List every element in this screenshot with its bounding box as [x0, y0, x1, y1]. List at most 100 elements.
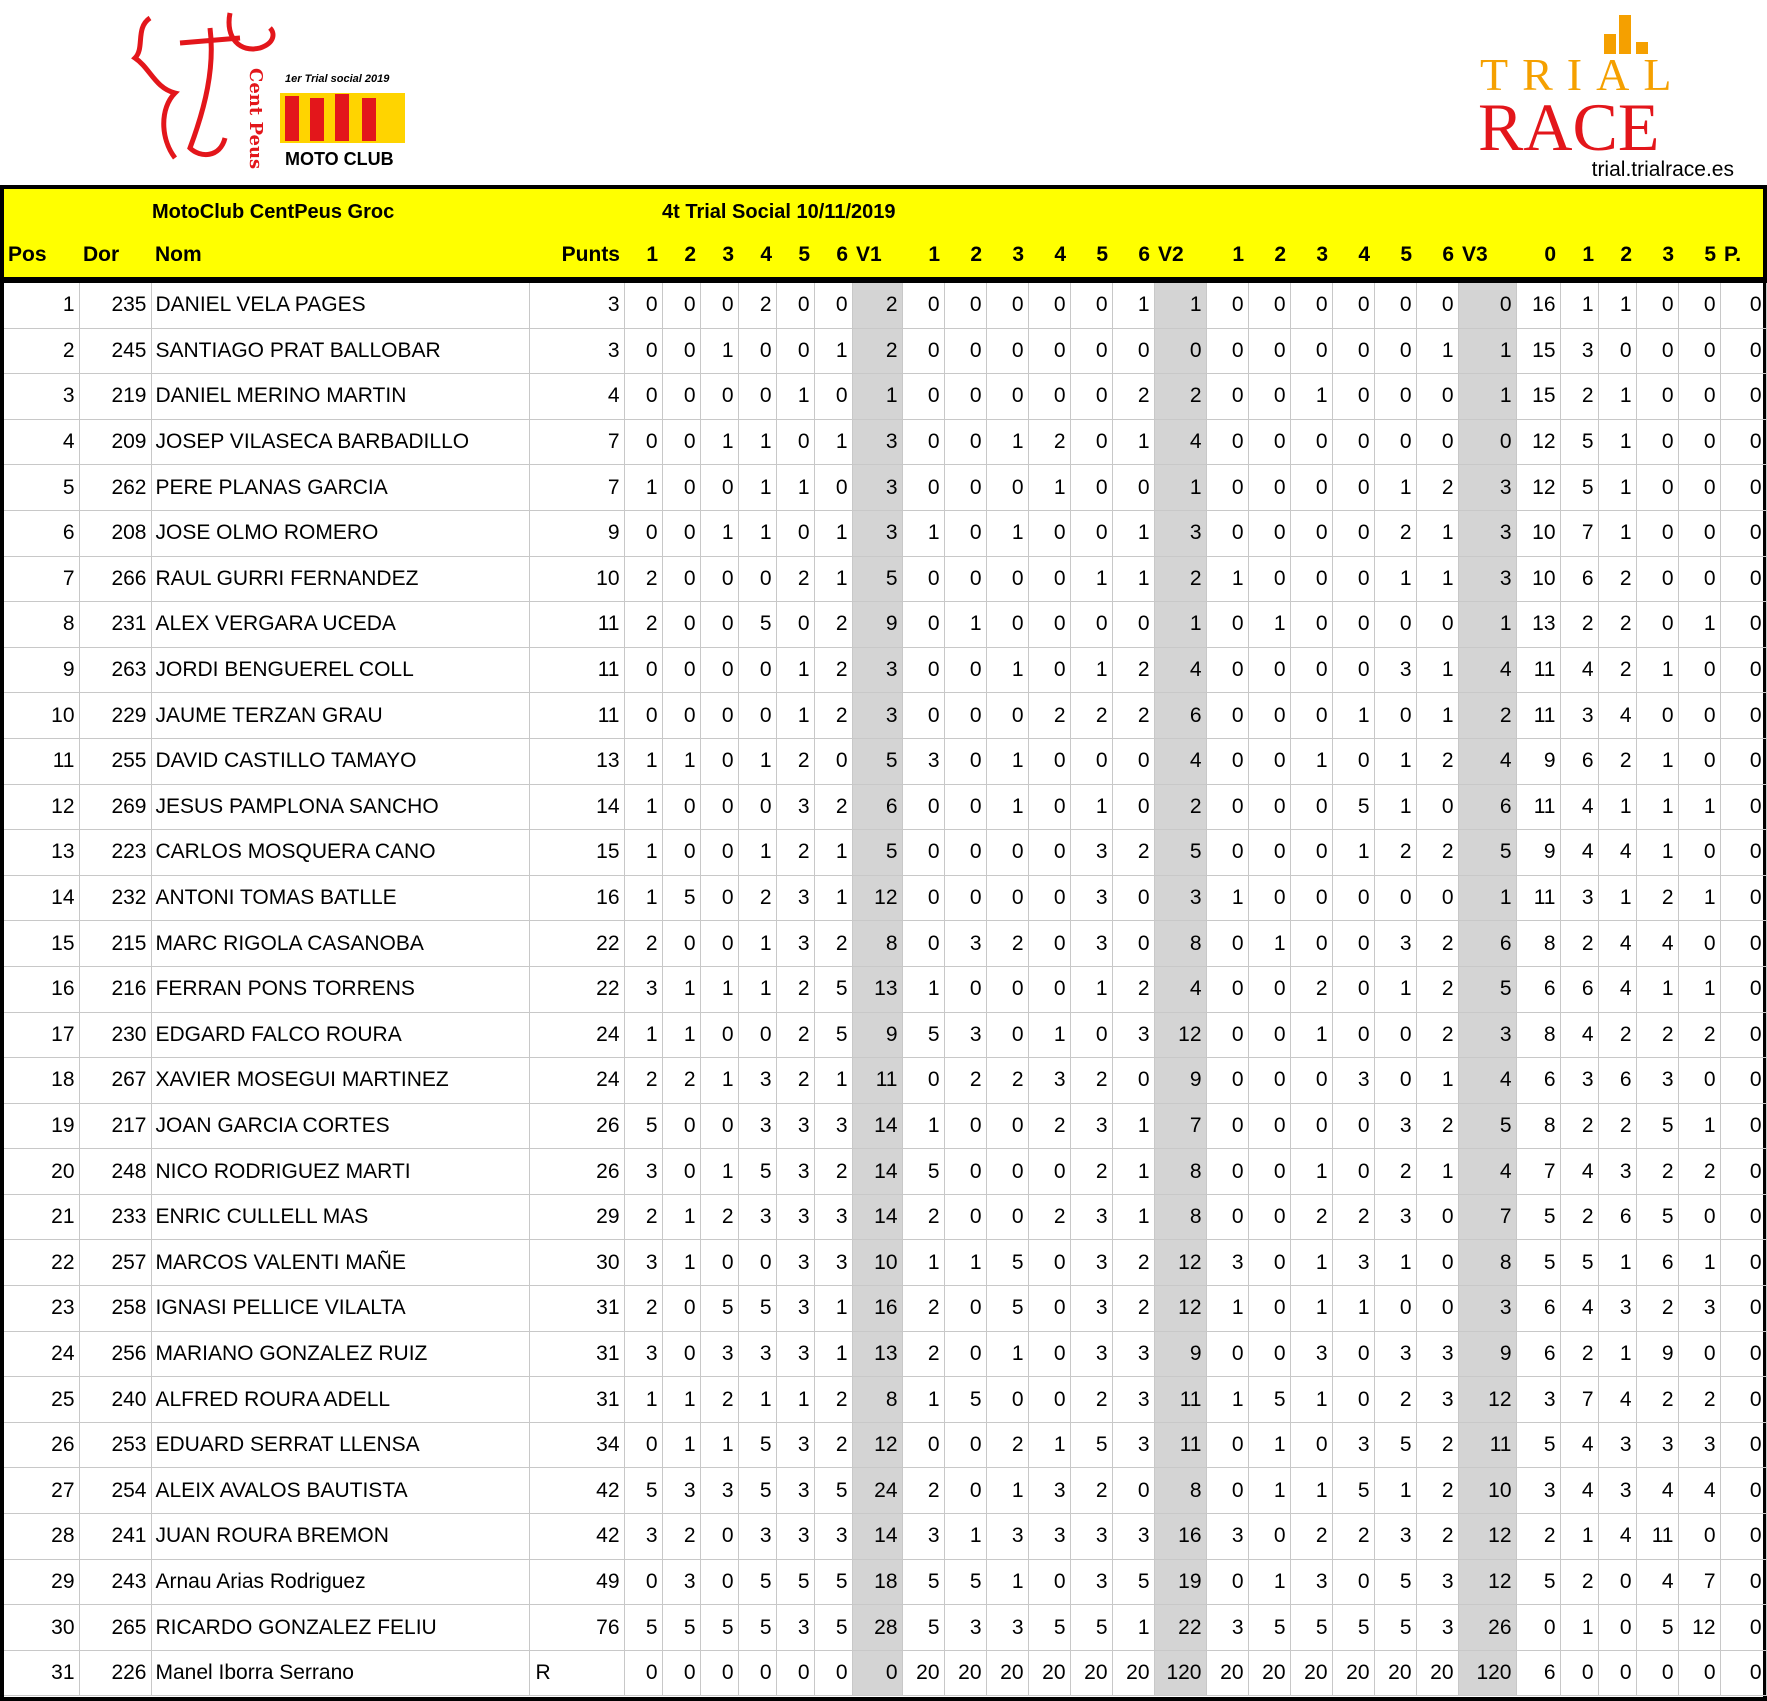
cell-s3-z4: 0 [1332, 920, 1375, 967]
cell-nom: DANIEL VELA PAGES [151, 283, 530, 329]
cell-s1-z5: 0 [776, 419, 815, 466]
header-s1-z5: 5 [798, 243, 810, 266]
cell-v2: 11 [1154, 1422, 1207, 1469]
cell-punts: R [529, 1650, 625, 1697]
cell-count-0: 11 [1516, 647, 1561, 694]
cell-s3-z5: 5 [1374, 1604, 1417, 1651]
cell-count-2: 1 [1598, 784, 1637, 831]
cell-nom: EDGARD FALCO ROURA [151, 1012, 530, 1059]
header-s2-z4: 4 [1054, 243, 1066, 266]
cell-s3-z1: 0 [1206, 1467, 1249, 1515]
cell-v3: 3 [1458, 1012, 1517, 1059]
cell-s3-z3: 2 [1290, 1194, 1333, 1241]
cell-dor: 209 [79, 419, 152, 466]
cell-s2-z2: 0 [944, 1467, 987, 1515]
cell-s3-z6: 2 [1416, 920, 1459, 967]
cell-s3-z4: 0 [1332, 283, 1375, 329]
trialrace-site-link[interactable]: trial.trialrace.es [1591, 158, 1734, 181]
cell-s2-z2: 0 [944, 283, 987, 329]
cell-dor: 243 [79, 1559, 152, 1606]
cell-v3: 120 [1458, 1650, 1517, 1697]
cell-count-2: 0 [1598, 1604, 1637, 1651]
cell-v1: 9 [852, 1012, 903, 1059]
cell-v2: 4 [1154, 738, 1207, 785]
cell-v1: 11 [852, 1057, 903, 1104]
cell-count-2: 1 [1598, 283, 1637, 329]
cell-penalty: 0 [1720, 1103, 1767, 1150]
cell-count-0: 5 [1516, 1239, 1561, 1287]
cell-punts: 26 [529, 1148, 625, 1195]
cell-count-3: 4 [1636, 1467, 1679, 1515]
cell-s2-z5: 3 [1070, 1285, 1113, 1332]
cell-s1-z3: 0 [700, 283, 739, 329]
cell-s3-z2: 20 [1248, 1650, 1291, 1697]
cell-s1-z5: 3 [776, 1467, 815, 1515]
cell-s2-z3: 1 [986, 510, 1029, 557]
cell-s2-z5: 2 [1070, 1148, 1113, 1195]
cell-s1-z3: 0 [700, 1650, 739, 1697]
cell-s1-z5: 0 [776, 328, 815, 375]
cell-s2-z1: 2 [902, 1194, 945, 1241]
column-headers: Pos Dor Nom Punts 1 2 3 4 5 6 V1 1 2 3 4 5 6 V2 1 2 3 4 5 6 V3 0 1… [4, 237, 1766, 273]
header-s3-z1: 1 [1232, 243, 1244, 266]
cell-penalty: 0 [1720, 1513, 1767, 1560]
cell-s3-z1: 1 [1206, 875, 1249, 922]
cell-count-1: 3 [1560, 875, 1599, 922]
cell-v2: 1 [1154, 601, 1207, 648]
cell-s1-z6: 1 [814, 1331, 853, 1378]
cell-s3-z4: 0 [1332, 510, 1375, 557]
cell-s3-z5: 1 [1374, 556, 1417, 603]
cell-s1-z2: 0 [662, 464, 701, 511]
cell-count-3: 0 [1636, 464, 1679, 511]
cell-count-5: 0 [1678, 1194, 1721, 1241]
cell-count-5: 0 [1678, 1650, 1721, 1697]
cell-s1-z3: 0 [700, 601, 739, 648]
cell-s1-z1: 5 [624, 1604, 663, 1651]
cell-count-5: 1 [1678, 966, 1721, 1013]
cell-count-2: 1 [1598, 1239, 1637, 1287]
cell-s1-z3: 0 [700, 556, 739, 603]
cell-count-1: 4 [1560, 1148, 1599, 1195]
cell-s3-z5: 2 [1374, 510, 1417, 557]
cell-punts: 24 [529, 1012, 625, 1059]
header-punts: Punts [561, 243, 620, 266]
cell-v2: 1 [1154, 283, 1207, 329]
cell-s3-z6: 3 [1416, 1604, 1459, 1651]
cell-count-1: 6 [1560, 738, 1599, 785]
cell-nom: JOSE OLMO ROMERO [151, 510, 530, 557]
cell-s3-z3: 20 [1290, 1650, 1333, 1697]
cell-s1-z6: 1 [814, 510, 853, 557]
header-s3-z5: 5 [1400, 243, 1412, 266]
cell-s2-z4: 0 [1028, 738, 1071, 785]
cell-s3-z1: 0 [1206, 510, 1249, 557]
cell-count-0: 6 [1516, 1650, 1561, 1697]
cell-s3-z2: 0 [1248, 1513, 1291, 1560]
cell-count-5: 0 [1678, 419, 1721, 466]
cell-s1-z2: 3 [662, 1467, 701, 1515]
cell-s1-z6: 2 [814, 1376, 853, 1423]
cell-s2-z1: 20 [902, 1650, 945, 1697]
cell-s3-z5: 0 [1374, 283, 1417, 329]
cell-s3-z1: 0 [1206, 1057, 1249, 1104]
cell-nom: ALEX VERGARA UCEDA [151, 601, 530, 648]
cell-v3: 1 [1458, 328, 1517, 375]
cell-count-3: 0 [1636, 419, 1679, 466]
cell-count-1: 7 [1560, 510, 1599, 557]
cell-s2-z2: 3 [944, 920, 987, 967]
cell-punts: 31 [529, 1285, 625, 1332]
cell-s3-z5: 1 [1374, 1239, 1417, 1287]
cell-v3: 1 [1458, 373, 1517, 420]
cell-s1-z4: 0 [738, 784, 777, 831]
cell-punts: 3 [529, 328, 625, 375]
cell-s2-z3: 1 [986, 784, 1029, 831]
cell-count-2: 2 [1598, 601, 1637, 648]
cell-s2-z6: 0 [1112, 1467, 1155, 1515]
cell-s3-z4: 0 [1332, 464, 1375, 511]
cell-count-3: 1 [1636, 647, 1679, 694]
cell-v2: 2 [1154, 784, 1207, 831]
cell-s2-z5: 5 [1070, 1604, 1113, 1651]
cell-s3-z2: 0 [1248, 784, 1291, 831]
cell-v1: 16 [852, 1285, 903, 1332]
cell-s1-z5: 3 [776, 1285, 815, 1332]
cell-punts: 4 [529, 373, 625, 420]
